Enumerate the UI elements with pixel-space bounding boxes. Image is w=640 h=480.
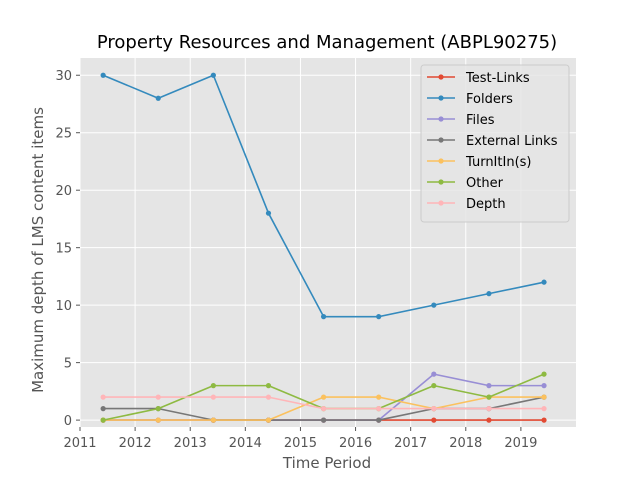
series-group bbox=[100, 72, 547, 423]
data-point-turnitin-s bbox=[265, 417, 272, 423]
y-tick-label: 25 bbox=[55, 127, 72, 142]
y-axis-title: Maximum depth of LMS content items bbox=[29, 107, 47, 393]
x-tick-label: 2011 bbox=[63, 436, 96, 451]
data-point-depth bbox=[541, 406, 547, 412]
data-point-folders bbox=[210, 72, 216, 78]
legend: Test-Links Folders Files External Links Turn… bbox=[420, 64, 570, 223]
data-point-files bbox=[541, 383, 547, 389]
x-tick-label: 2018 bbox=[449, 436, 482, 451]
data-point-depth bbox=[376, 406, 382, 412]
legend-marker-files bbox=[438, 116, 444, 122]
legend-marker-test-links bbox=[438, 74, 444, 80]
data-point-other bbox=[210, 383, 216, 389]
legend-label-test-links: Test-Links bbox=[465, 71, 530, 86]
legend-box bbox=[420, 64, 570, 223]
data-point-test-links bbox=[431, 417, 437, 423]
y-tick-label: 10 bbox=[55, 299, 72, 314]
data-point-other bbox=[100, 417, 106, 423]
data-point-other bbox=[541, 371, 547, 377]
data-point-turnitin-s bbox=[541, 394, 547, 400]
data-point-folders bbox=[541, 279, 547, 285]
data-point-files bbox=[486, 383, 492, 389]
data-point-turnitin-s bbox=[155, 417, 161, 423]
data-point-depth bbox=[265, 394, 272, 400]
x-tick-label: 2015 bbox=[284, 436, 317, 451]
data-point-test-links bbox=[486, 417, 492, 423]
data-point-depth bbox=[486, 406, 492, 412]
data-point-folders bbox=[431, 302, 437, 308]
legend-marker-turnitin-s bbox=[438, 158, 444, 164]
data-point-other bbox=[155, 406, 161, 412]
legend-marker-other bbox=[438, 179, 444, 185]
legend-label-files: Files bbox=[466, 113, 495, 128]
legend-marker-folders bbox=[438, 95, 444, 101]
axis-ticks: 2011 2012 2013 2014 2015 2016 2017 2018 20190510… bbox=[55, 69, 537, 451]
x-tick-label: 2017 bbox=[394, 436, 427, 451]
data-point-folders bbox=[376, 314, 382, 320]
y-tick-label: 20 bbox=[55, 184, 72, 199]
data-point-turnitin-s bbox=[210, 417, 216, 423]
x-tick-label: 2013 bbox=[174, 436, 207, 451]
data-point-folders bbox=[100, 72, 106, 78]
data-point-other bbox=[265, 383, 272, 389]
data-point-depth bbox=[431, 406, 437, 412]
y-tick-label: 30 bbox=[55, 69, 72, 84]
data-point-folders bbox=[265, 210, 272, 216]
data-point-files bbox=[431, 371, 437, 377]
y-tick-label: 15 bbox=[55, 242, 72, 257]
x-tick-label: 2012 bbox=[119, 436, 152, 451]
x-tick-label: 2019 bbox=[504, 436, 537, 451]
data-point-folders bbox=[320, 314, 327, 320]
data-point-depth bbox=[320, 406, 327, 412]
data-point-external-links bbox=[376, 417, 382, 423]
data-point-depth bbox=[100, 394, 106, 400]
data-point-other bbox=[486, 394, 492, 400]
legend-label-depth: Depth bbox=[466, 197, 506, 212]
x-axis-title: Time Period bbox=[282, 454, 371, 472]
x-tick-label: 2014 bbox=[229, 436, 262, 451]
data-point-depth bbox=[210, 394, 216, 400]
legend-label-other: Other bbox=[466, 176, 504, 191]
legend-marker-depth bbox=[438, 200, 444, 206]
legend-label-turnitin-s: TurnItIn(s) bbox=[465, 155, 531, 170]
data-point-turnitin-s bbox=[376, 394, 382, 400]
chart-title: Property Resources and Management (ABPL9… bbox=[97, 32, 557, 53]
x-tick-label: 2016 bbox=[339, 436, 372, 451]
data-point-external-links bbox=[320, 417, 327, 423]
data-point-folders bbox=[486, 291, 492, 297]
data-point-depth bbox=[155, 394, 161, 400]
data-point-folders bbox=[155, 95, 161, 101]
data-point-turnitin-s bbox=[320, 394, 327, 400]
y-tick-label: 0 bbox=[64, 414, 72, 429]
y-tick-label: 5 bbox=[64, 357, 72, 372]
data-point-test-links bbox=[541, 417, 547, 423]
data-point-external-links bbox=[100, 406, 106, 412]
legend-label-folders: Folders bbox=[466, 92, 513, 107]
legend-label-external-links: External Links bbox=[466, 134, 558, 149]
data-point-other bbox=[431, 383, 437, 389]
legend-marker-external-links bbox=[438, 137, 444, 143]
